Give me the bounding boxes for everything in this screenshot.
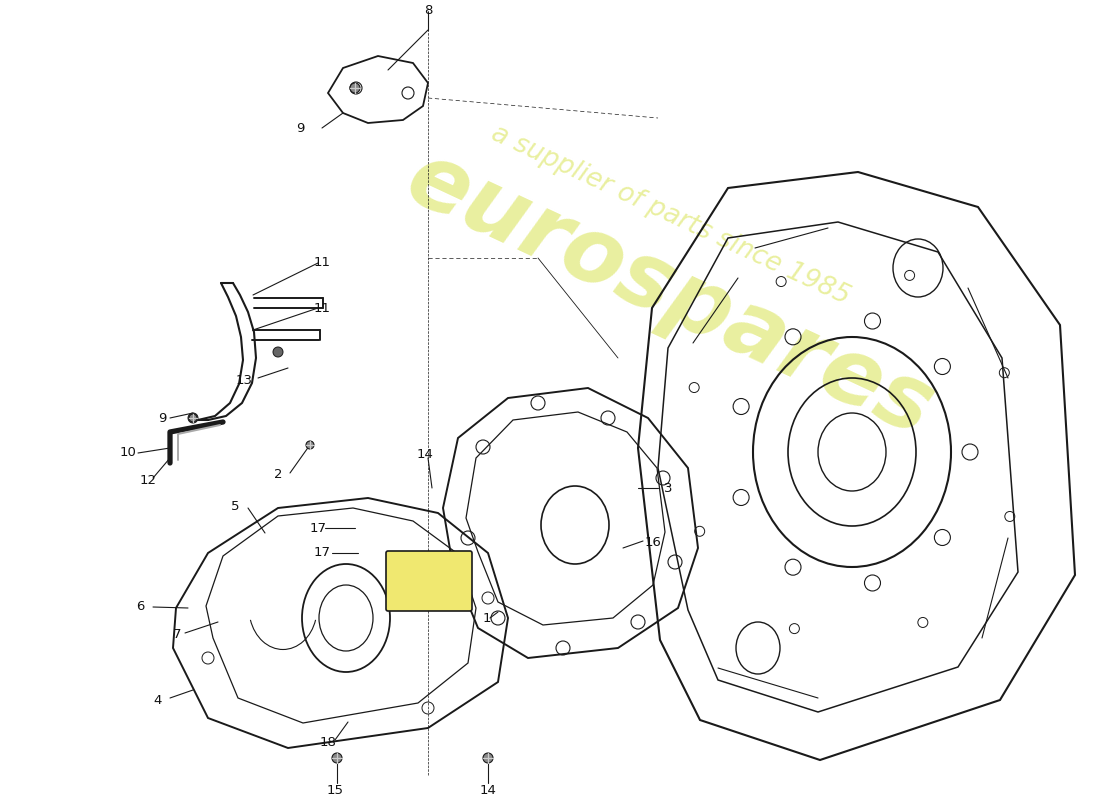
Text: 17: 17	[314, 546, 330, 559]
Text: a supplier of parts since 1985: a supplier of parts since 1985	[486, 120, 854, 310]
Text: 7: 7	[173, 629, 182, 642]
Text: 11: 11	[314, 302, 330, 314]
Text: 8: 8	[424, 3, 432, 17]
Text: 9: 9	[296, 122, 305, 134]
Text: 18: 18	[320, 735, 337, 749]
Text: 14: 14	[417, 449, 433, 462]
Text: 4: 4	[154, 694, 162, 706]
Circle shape	[332, 753, 342, 763]
Text: 5: 5	[231, 501, 240, 514]
Circle shape	[483, 753, 493, 763]
Text: 9: 9	[157, 411, 166, 425]
FancyBboxPatch shape	[386, 551, 472, 611]
Text: 15: 15	[327, 783, 343, 797]
Circle shape	[188, 413, 198, 423]
Text: 6: 6	[135, 601, 144, 614]
Text: 1: 1	[483, 611, 492, 625]
Circle shape	[350, 83, 360, 93]
Text: 11: 11	[314, 257, 330, 270]
Text: 17: 17	[309, 522, 327, 534]
Circle shape	[189, 414, 197, 422]
Circle shape	[306, 441, 313, 449]
Text: 14: 14	[480, 783, 496, 797]
Text: 3: 3	[663, 482, 672, 494]
Text: 13: 13	[235, 374, 253, 386]
Circle shape	[273, 347, 283, 357]
Text: 12: 12	[140, 474, 156, 486]
Text: 2: 2	[274, 469, 283, 482]
Text: 16: 16	[645, 537, 661, 550]
Text: 10: 10	[120, 446, 136, 459]
Text: eurospares: eurospares	[393, 134, 947, 455]
